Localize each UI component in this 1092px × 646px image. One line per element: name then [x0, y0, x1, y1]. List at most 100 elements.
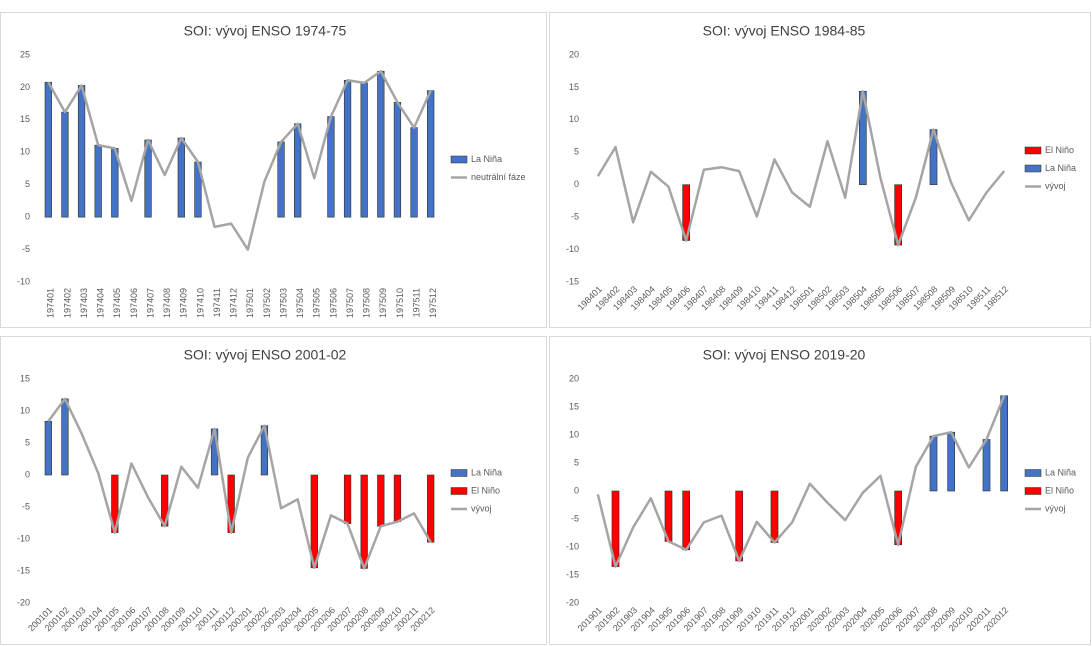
x-tick-label: 197408: [162, 288, 172, 318]
legend-swatch: [450, 155, 468, 164]
y-tick-label: 0: [25, 212, 30, 222]
x-tick-label: 197510: [395, 288, 405, 318]
y-tick-label: 0: [574, 179, 579, 189]
y-tick-label: 10: [569, 114, 579, 124]
bar: [929, 435, 938, 492]
legend-swatch: [450, 469, 468, 477]
y-tick-label: -5: [571, 212, 579, 222]
x-tick-label: 197506: [328, 288, 338, 318]
y-tick-label: -10: [17, 533, 30, 543]
chart-title: SOI: vývoj ENSO 2019-20: [703, 347, 866, 363]
y-tick-label: 15: [20, 373, 30, 383]
bar: [410, 127, 418, 218]
y-tick-label: 20: [20, 82, 30, 92]
panel: [0, 12, 547, 328]
bar: [44, 81, 52, 218]
y-tick-label: 5: [574, 457, 579, 467]
x-tick-label: 197504: [295, 288, 305, 318]
bar: [61, 398, 69, 476]
bar: [343, 79, 352, 218]
legend-swatch: [1024, 146, 1042, 155]
y-tick-label: 10: [20, 405, 30, 415]
x-tick-label: 197509: [378, 288, 388, 318]
bar: [393, 474, 402, 523]
y-tick-label: 15: [20, 114, 30, 124]
x-tick-label: 197503: [278, 288, 288, 318]
legend-label: vývoj: [1045, 181, 1066, 191]
x-tick-label: 197409: [179, 288, 189, 318]
y-tick-label: -5: [22, 244, 30, 254]
line: [596, 90, 1006, 247]
x-tick-label: 197412: [229, 288, 239, 318]
x-tick-label: 197508: [362, 288, 372, 318]
y-tick-label: -20: [17, 597, 30, 607]
legend-swatch: [1024, 487, 1042, 495]
y-tick-label: -10: [17, 276, 30, 286]
bar: [94, 144, 102, 218]
legend-label: El Niño: [471, 485, 500, 495]
bar: [427, 90, 435, 218]
x-tick-label: 197410: [195, 288, 205, 318]
y-tick-label: 20: [569, 373, 579, 383]
y-tick-label: 5: [25, 437, 30, 447]
legend-label: El Niño: [1045, 485, 1074, 495]
bar: [277, 141, 285, 218]
bar: [377, 474, 385, 527]
legend-swatch: [450, 487, 468, 495]
bar: [360, 82, 368, 218]
legend-label: La Niña: [471, 467, 502, 477]
y-tick-label: 5: [25, 179, 30, 189]
x-tick-label: 197511: [411, 288, 421, 317]
bar: [1000, 395, 1009, 492]
legend-label: La Niña: [1045, 467, 1076, 477]
bar: [947, 431, 956, 492]
bar: [77, 85, 86, 218]
y-tick-label: -15: [566, 569, 579, 579]
bar: [294, 123, 302, 218]
bar: [682, 490, 691, 551]
line: [596, 395, 1006, 568]
chart-title: SOI: vývoj ENSO 2001-02: [184, 347, 347, 363]
y-tick-label: 10: [569, 429, 579, 439]
x-tick-label: 197501: [245, 288, 255, 318]
y-tick-label: 10: [20, 147, 30, 157]
y-tick-label: 0: [574, 485, 579, 495]
x-tick-label: 197405: [112, 288, 122, 318]
legend-swatch: [1024, 164, 1042, 173]
y-tick-label: -10: [566, 244, 579, 254]
x-tick-label: 197505: [312, 288, 322, 318]
bar: [327, 116, 335, 218]
bar: [177, 137, 185, 218]
bar: [61, 111, 69, 218]
bar: [360, 474, 368, 569]
x-tick-label: 197401: [46, 288, 56, 318]
y-tick-label: 15: [569, 401, 579, 411]
line: [47, 69, 432, 251]
y-tick-label: 0: [25, 469, 30, 479]
bar: [377, 70, 385, 218]
legend-swatch: [1024, 469, 1042, 477]
legend-label: El Niño: [1045, 145, 1074, 155]
legend-label: La Niña: [471, 154, 502, 164]
y-tick-label: 5: [574, 147, 579, 157]
line: [47, 397, 432, 570]
bar: [770, 490, 779, 543]
bar: [393, 102, 402, 218]
x-tick-label: 197512: [428, 288, 438, 318]
bar: [343, 474, 352, 524]
y-tick-label: -15: [17, 565, 30, 575]
x-tick-label: 197406: [129, 288, 139, 318]
x-tick-label: 197407: [145, 288, 155, 318]
y-tick-label: -5: [571, 513, 579, 523]
chart-title: SOI: vývoj ENSO 1984-85: [703, 23, 866, 39]
bar: [427, 474, 435, 543]
x-tick-label: 197502: [262, 288, 272, 318]
y-tick-label: 25: [20, 49, 30, 59]
y-tick-label: -15: [566, 276, 579, 286]
legend-label: vývoj: [471, 503, 492, 513]
bar: [735, 490, 744, 562]
panel: [549, 336, 1091, 645]
legend-label: La Niña: [1045, 163, 1076, 173]
y-tick-label: 15: [569, 82, 579, 92]
